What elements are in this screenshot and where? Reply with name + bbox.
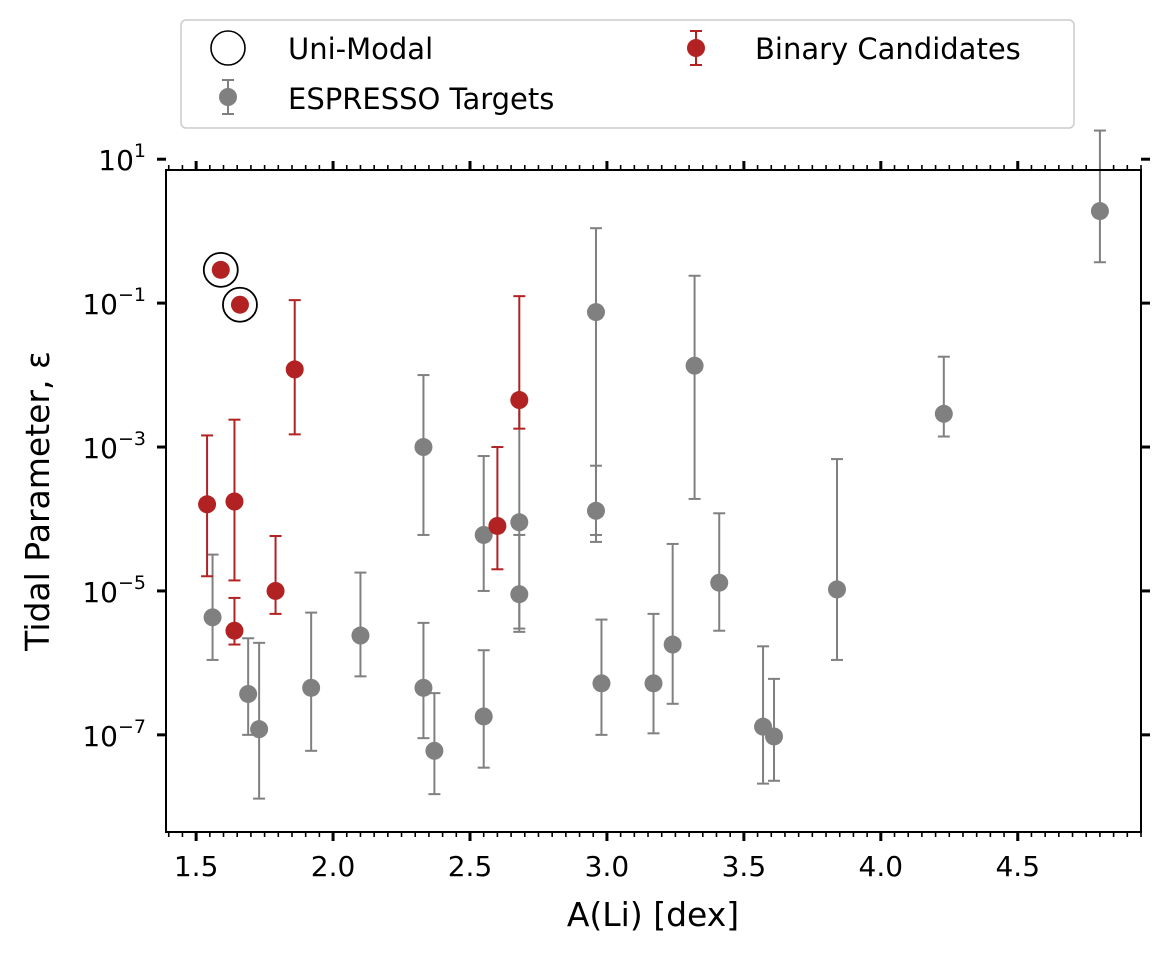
espresso-point xyxy=(1090,129,1109,264)
legend-espresso-label: ESPRESSO Targets xyxy=(288,82,554,116)
legend: Uni-Modal ESPRESSO Targets Binary Candid… xyxy=(180,19,1075,129)
espresso-point xyxy=(302,611,321,752)
binary-point xyxy=(285,299,304,436)
espresso-point xyxy=(586,464,605,543)
y-tick-label: 101 xyxy=(98,140,146,177)
espresso-point-marker xyxy=(710,573,729,592)
espresso-point xyxy=(351,571,370,678)
espresso-point xyxy=(644,612,663,735)
espresso-point-marker xyxy=(934,404,953,423)
x-tick-label: 4.0 xyxy=(859,850,904,883)
binary-point-marker xyxy=(225,492,244,511)
binary-point xyxy=(510,295,529,430)
espresso-point xyxy=(203,553,222,661)
binary-point-marker xyxy=(488,516,507,535)
binary-point-marker xyxy=(211,260,230,279)
espresso-point xyxy=(765,677,784,782)
plot-frame xyxy=(165,169,1142,833)
y-axis-label: Tidal Parameter, ε xyxy=(18,351,57,652)
binary-point-marker xyxy=(230,295,249,314)
binary-point-marker xyxy=(510,391,529,410)
espresso-point-marker xyxy=(474,707,493,726)
espresso-point-marker xyxy=(586,501,605,520)
binary-point xyxy=(225,418,244,582)
binary-point xyxy=(230,295,249,314)
espresso-point-marker xyxy=(663,635,682,654)
binary-point-marker xyxy=(198,495,217,514)
espresso-point-marker xyxy=(827,580,846,599)
binary-point-marker xyxy=(266,581,285,600)
espresso-point xyxy=(710,512,729,632)
espresso-point xyxy=(685,274,704,500)
espresso-point xyxy=(934,355,953,438)
espresso-point-marker xyxy=(765,727,784,746)
espresso-point-marker xyxy=(1090,202,1109,221)
y-tick-label: 10−7 xyxy=(82,716,146,753)
espresso-point xyxy=(425,692,444,796)
espresso-point-marker xyxy=(592,674,611,693)
espresso-point xyxy=(414,374,433,536)
x-tick-label: 2.5 xyxy=(448,850,493,883)
legend-binary-marker xyxy=(687,30,705,66)
espresso-point xyxy=(250,641,269,800)
x-tick-label: 3.0 xyxy=(585,850,630,883)
binary-point xyxy=(198,434,217,578)
x-tick-label: 4.5 xyxy=(995,850,1040,883)
espresso-point xyxy=(663,542,682,705)
axis-ticks: 1.5 2.0 2.5 3.0 3.5 4.0 4.5 101 10−1 10−3 10−5 10−7 xyxy=(82,140,1150,883)
espresso-point-marker xyxy=(425,741,444,760)
data-marks xyxy=(198,129,1109,800)
espresso-point-marker xyxy=(414,678,433,697)
x-tick-label: 1.5 xyxy=(174,850,219,883)
espresso-point xyxy=(474,455,493,592)
y-tick-label: 10−5 xyxy=(82,572,146,609)
binary-point-marker xyxy=(225,621,244,640)
unimodal-point xyxy=(202,251,239,288)
legend-binary-label: Binary Candidates xyxy=(755,32,1021,66)
espresso-point xyxy=(474,649,493,769)
unimodal-point xyxy=(222,286,258,323)
espresso-point-marker xyxy=(685,356,704,375)
legend-unimodal-label: Uni-Modal xyxy=(288,32,433,66)
espresso-point-marker xyxy=(250,720,269,739)
y-tick-label: 10−3 xyxy=(82,428,146,465)
x-axis-label: A(Li) [dex] xyxy=(567,895,739,934)
y-tick-label: 10−1 xyxy=(82,284,146,321)
espresso-point xyxy=(592,618,611,736)
espresso-point xyxy=(510,533,529,633)
espresso-point-marker xyxy=(510,513,529,532)
espresso-point-marker xyxy=(203,608,222,627)
espresso-point-marker xyxy=(586,303,605,322)
legend-frame xyxy=(180,19,1075,129)
binary-point xyxy=(266,535,285,615)
x-tick-label: 3.5 xyxy=(722,850,767,883)
binary-point xyxy=(488,446,507,571)
binary-point xyxy=(211,260,230,279)
espresso-point-marker xyxy=(474,525,493,544)
espresso-point-marker xyxy=(644,674,663,693)
legend-unimodal-marker xyxy=(210,30,246,66)
binary-point-marker xyxy=(285,360,304,379)
binary-point xyxy=(225,596,244,646)
espresso-point xyxy=(827,458,846,661)
espresso-point-marker xyxy=(351,626,370,645)
espresso-point-marker xyxy=(239,684,258,703)
espresso-point xyxy=(414,621,433,740)
espresso-point xyxy=(239,637,258,736)
legend-espresso-marker xyxy=(219,79,237,115)
espresso-point-marker xyxy=(414,438,433,457)
espresso-point-marker xyxy=(302,678,321,697)
espresso-point-marker xyxy=(510,585,529,604)
x-tick-label: 2.0 xyxy=(311,850,356,883)
espresso-point xyxy=(754,645,773,785)
